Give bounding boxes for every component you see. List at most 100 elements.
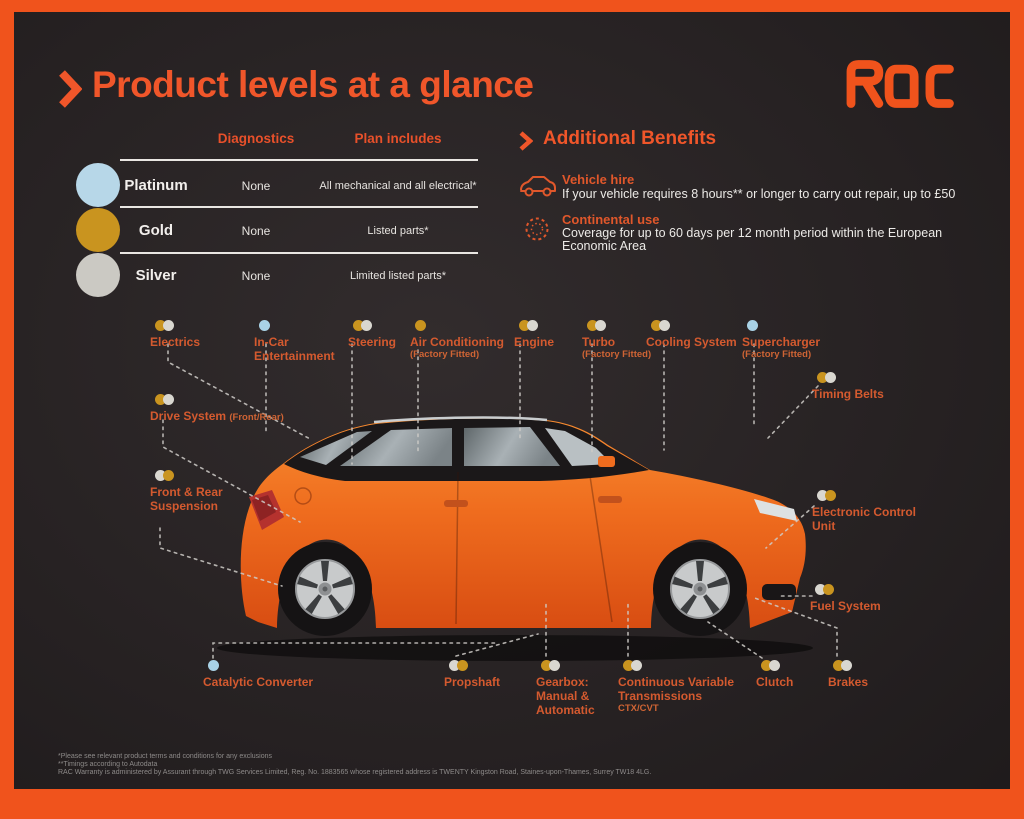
platinum-includes: All mechanical and all electrical* (319, 180, 477, 192)
coverage-dots (208, 660, 363, 671)
silver-diagnostics: None (241, 269, 271, 283)
coverage-dots (155, 320, 240, 331)
part-label-timing-belts: Timing Belts (812, 372, 912, 401)
part-label-clutch: Clutch (756, 660, 816, 689)
tier-name-platinum: Platinum (124, 177, 188, 194)
silver-plan-dot (815, 584, 826, 595)
part-label-turbo: Turbo (Factory Fitted) (582, 320, 677, 360)
platinum-plan-dot (208, 660, 219, 671)
gold-plan-dot (761, 660, 772, 671)
part-label-propshaft: Propshaft (444, 660, 534, 689)
coverage-dots (817, 372, 912, 383)
coverage-dots (815, 584, 910, 595)
silver-plan-dot (155, 470, 166, 481)
platinum-swatch (76, 163, 120, 207)
gold-swatch (76, 208, 120, 252)
silver-plan-dot (769, 660, 780, 671)
gold-plan-dot (833, 660, 844, 671)
coverage-dots (623, 660, 743, 671)
silver-plan-dot (163, 320, 174, 331)
coverage-dots (259, 320, 349, 331)
gold-plan-dot (457, 660, 468, 671)
gold-includes: Listed parts* (367, 225, 429, 237)
car-windows (300, 427, 612, 466)
gold-plan-dot (817, 372, 828, 383)
gold-plan-dot (823, 584, 834, 595)
part-label-fuel-system: Fuel System (810, 584, 910, 613)
gold-plan-dot (519, 320, 530, 331)
benefits-title: Additional Benefits (543, 128, 717, 149)
car-shadow (217, 635, 813, 661)
part-label-supercharger: Supercharger (Factory Fitted) (742, 320, 852, 360)
coverage-dots (519, 320, 584, 331)
coverage-dots (761, 660, 816, 671)
car-details (249, 456, 797, 625)
rear-wheel (278, 542, 372, 636)
coverage-dots (155, 394, 370, 405)
silver-plan-dot (361, 320, 372, 331)
page-title: Product levels at a glance (92, 64, 534, 105)
coverage-dots (833, 660, 888, 671)
table-divider (120, 206, 478, 208)
tier-name-gold: Gold (138, 222, 174, 239)
silver-plan-dot (659, 320, 670, 331)
gold-plan-dot (415, 320, 426, 331)
footnote-timings: **Timings according to Autodata (58, 761, 158, 768)
coverage-dots (817, 490, 922, 501)
silver-plan-dot (631, 660, 642, 671)
coverage-dots (415, 320, 530, 331)
footnote-legal: RAC Warranty is administered by Assurant… (58, 769, 652, 776)
benefit-vehicle-hire-desc: If your vehicle requires 8 hours** or lo… (562, 187, 956, 201)
gold-plan-dot (163, 470, 174, 481)
benefit-continental-use-desc: Coverage for up to 60 days per 12 month … (562, 226, 943, 254)
gold-plan-dot (651, 320, 662, 331)
part-label-electrics: Electrics (150, 320, 240, 349)
benefit-vehicle-hire-title: Vehicle hire (562, 172, 635, 187)
coverage-dots (449, 660, 534, 671)
silver-plan-dot (549, 660, 560, 671)
part-label-steering: Steering (348, 320, 428, 349)
part-label-air-conditioning: Air Conditioning (Factory Fitted) (410, 320, 530, 360)
silver-includes: Limited listed parts* (350, 270, 446, 282)
chevron-icon (519, 131, 533, 151)
gold-plan-dot (155, 320, 166, 331)
silver-plan-dot (595, 320, 606, 331)
gold-plan-dot (541, 660, 552, 671)
chevron-icon (59, 70, 82, 108)
part-label-cvt: Continuous Variable Transmissions CTX/CV… (618, 660, 743, 715)
coverage-dots (353, 320, 428, 331)
front-wheel (653, 542, 747, 636)
tier-name-silver: Silver (135, 267, 177, 284)
part-label-brakes: Brakes (828, 660, 888, 689)
part-label-front-rear-suspension: Front & Rear Suspension (150, 470, 245, 513)
table-divider (120, 159, 478, 161)
car-roof-rail (373, 416, 548, 424)
benefit-continental-use-title: Continental use (562, 212, 660, 227)
coverage-dots (651, 320, 766, 331)
coverage-dots (155, 470, 245, 481)
coverage-dots (541, 660, 618, 671)
connector-lines (159, 343, 838, 659)
footnote-exclusions: *Please see relevant product terms and c… (58, 753, 273, 760)
coverage-dots (747, 320, 852, 331)
part-label-electronic-control-unit: Electronic Control Unit (812, 490, 922, 533)
gold-plan-dot (825, 490, 836, 501)
table-divider (120, 252, 478, 254)
gold-plan-dot (623, 660, 634, 671)
part-label-in-car-entertainment: In-Car Entertainment (254, 320, 349, 363)
platinum-diagnostics: None (241, 179, 271, 193)
silver-plan-dot (527, 320, 538, 331)
part-label-gearbox: Gearbox: Manual & Automatic (536, 660, 618, 717)
column-header-diagnostics: Diagnostics (217, 131, 295, 146)
column-header-plan-includes: Plan includes (354, 131, 442, 146)
platinum-plan-dot (747, 320, 758, 331)
part-label-catalytic-converter: Catalytic Converter (203, 660, 363, 689)
part-label-engine: Engine (514, 320, 584, 349)
silver-plan-dot (817, 490, 828, 501)
silver-plan-dot (449, 660, 460, 671)
coverage-dots (587, 320, 677, 331)
silver-plan-dot (163, 394, 174, 405)
gold-plan-dot (353, 320, 364, 331)
